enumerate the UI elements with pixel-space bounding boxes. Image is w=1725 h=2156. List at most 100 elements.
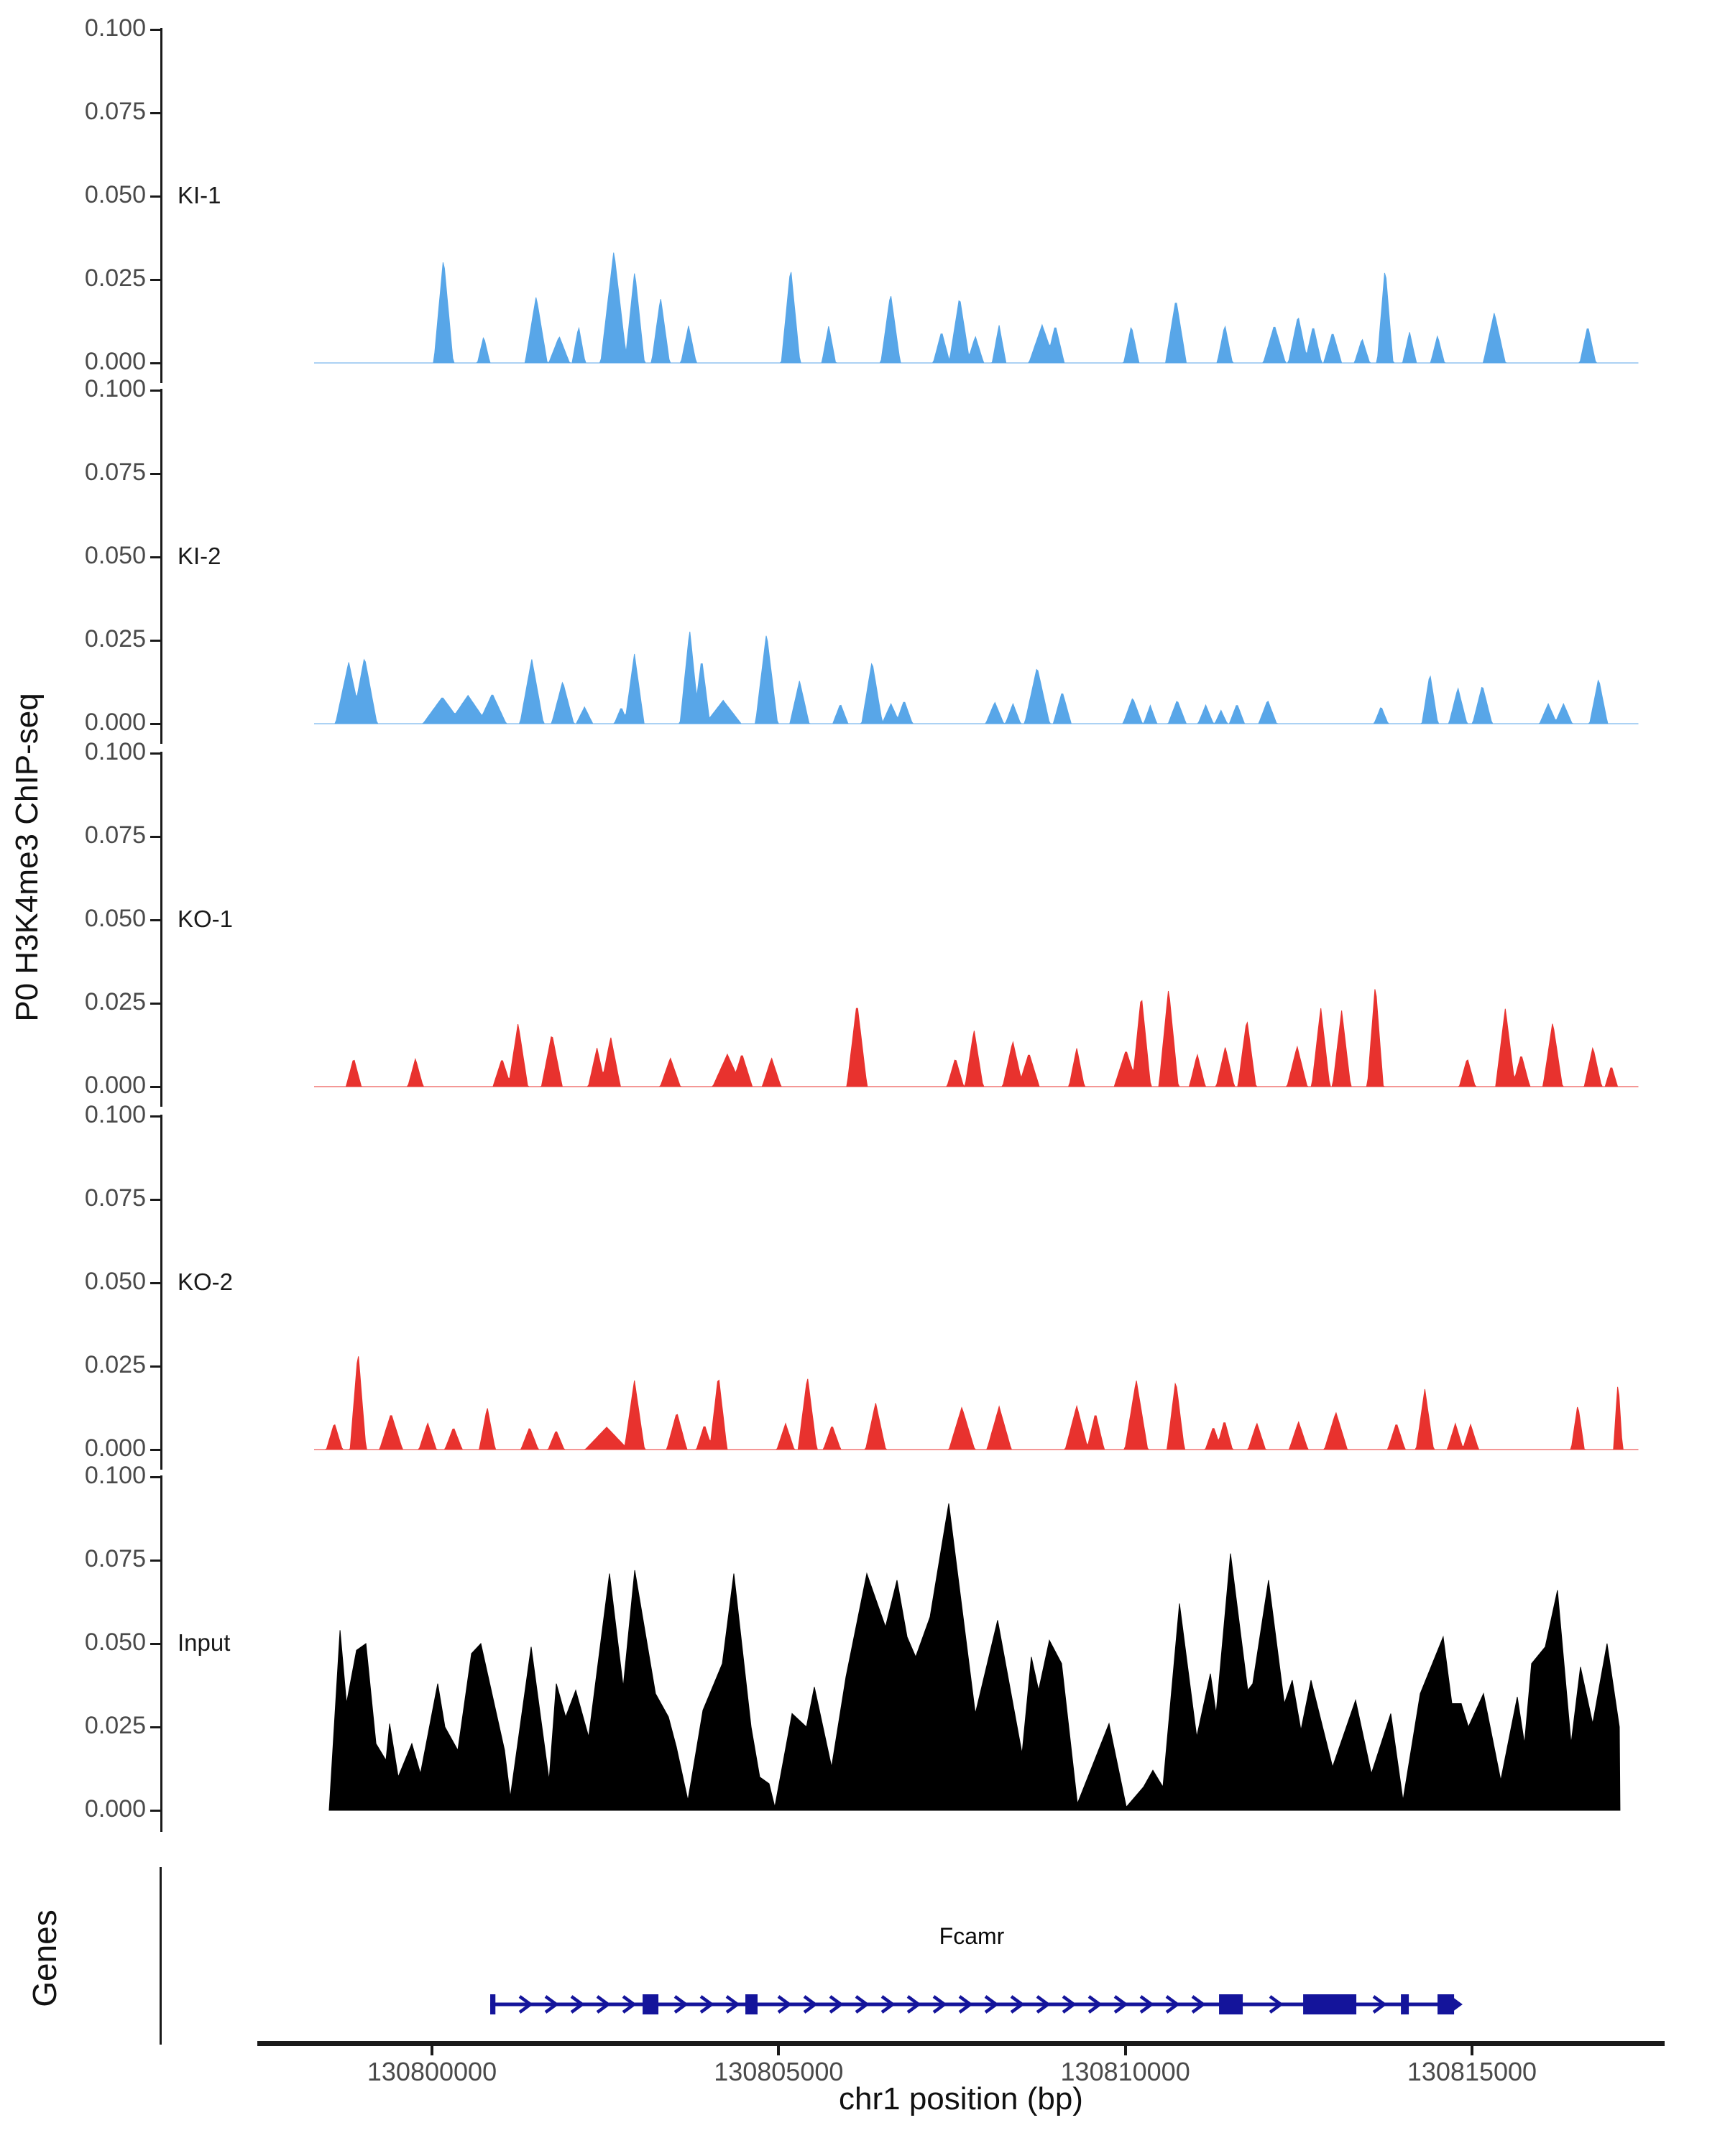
x-tick-label: 130815000 <box>1407 2057 1537 2086</box>
signal-area-KO-1 <box>314 989 1639 1088</box>
y-tick <box>150 111 160 114</box>
track-area-KI-2 <box>314 631 1639 724</box>
y-tick <box>150 722 160 725</box>
y-tick <box>150 1475 160 1478</box>
y-tick <box>150 361 160 364</box>
strand-arrow-icon <box>725 1995 740 2014</box>
y-tick-label: 0.050 <box>84 542 146 569</box>
y-tick <box>150 1809 160 1812</box>
signal-area-KO-2 <box>314 1356 1639 1450</box>
x-tick-label: 130810000 <box>1060 2057 1190 2086</box>
y-tick-label: 0.050 <box>84 905 146 932</box>
y-tick-label: 0.000 <box>84 1072 146 1099</box>
y-tick <box>150 752 160 755</box>
y-tick-label: 0.075 <box>84 821 146 849</box>
track-area-KO-1 <box>314 989 1639 1088</box>
y-tick-label: 0.100 <box>84 1101 146 1128</box>
y-tick <box>150 1559 160 1562</box>
strand-arrow-icon <box>829 1995 844 2014</box>
y-tick <box>150 195 160 198</box>
x-tick <box>431 2046 433 2055</box>
x-tick <box>777 2046 781 2055</box>
y-tick <box>150 278 160 281</box>
y-tick <box>150 389 160 392</box>
strand-arrow-icon <box>1010 1995 1025 2014</box>
y-tick <box>150 1115 160 1118</box>
y-tick-label: 0.100 <box>84 1462 146 1489</box>
strand-arrow-icon <box>777 1995 792 2014</box>
y-tick-label: 0.075 <box>84 1545 146 1572</box>
y-tick-label: 0.000 <box>84 348 146 375</box>
gene-exon-5 <box>1303 1994 1357 2014</box>
y-tick-label: 0.075 <box>84 98 146 125</box>
y-axis-spine-KI-1 <box>160 28 162 383</box>
strand-arrow-icon <box>622 1995 637 2014</box>
y-tick <box>150 1002 160 1005</box>
strand-arrow-icon <box>596 1995 611 2014</box>
strand-arrow-icon <box>1191 1995 1206 2014</box>
x-tick <box>1123 2046 1127 2055</box>
y-tick <box>150 1365 160 1368</box>
y-axis-spine-Input <box>160 1475 162 1832</box>
x-tick-label: 130805000 <box>714 2057 844 2086</box>
y-tick <box>150 556 160 558</box>
y-tick-label: 0.100 <box>84 738 146 765</box>
strand-arrow-icon <box>803 1995 818 2014</box>
gene-exon-6 <box>1401 1994 1409 2014</box>
gene-exon-2 <box>643 1994 659 2014</box>
y-tick <box>150 1085 160 1088</box>
strand-arrow-icon <box>699 1995 714 2014</box>
gene-end-arrow-icon <box>1448 1994 1463 2014</box>
y-tick-label: 0.050 <box>84 1628 146 1656</box>
y-tick-label: 0.050 <box>84 1268 146 1295</box>
y-tick <box>150 1198 160 1201</box>
track-label-KI-2: KI-2 <box>178 543 221 569</box>
y-tick <box>150 1726 160 1728</box>
signal-area-KI-1 <box>314 252 1639 364</box>
signal-area-Input <box>328 1503 1621 1811</box>
track-label-KI-1: KI-1 <box>178 182 221 208</box>
y-tick-label: 0.050 <box>84 181 146 208</box>
strand-arrow-icon <box>673 1995 689 2014</box>
strand-arrow-icon <box>1113 1995 1128 2014</box>
strand-arrow-icon <box>1269 1995 1284 2014</box>
signal-area-KI-2 <box>314 631 1639 724</box>
y-tick <box>150 28 160 31</box>
strand-arrow-icon <box>932 1995 947 2014</box>
y-axis-spine-KI-2 <box>160 389 162 744</box>
gene-model-svg <box>490 1994 1463 2014</box>
y-tick-label: 0.025 <box>84 988 146 1015</box>
x-tick <box>1470 2046 1473 2055</box>
y-tick <box>150 1281 160 1284</box>
y-axis-spine-KO-1 <box>160 752 162 1107</box>
x-axis-title: chr1 position (bp) <box>839 2081 1083 2116</box>
strand-arrow-icon <box>1165 1995 1180 2014</box>
strand-arrow-icon <box>880 1995 896 2014</box>
y-tick <box>150 1448 160 1451</box>
y-tick-label: 0.025 <box>84 1351 146 1378</box>
strand-arrow-icon <box>1062 1995 1077 2014</box>
track-area-KI-1 <box>314 252 1639 364</box>
y-tick-label: 0.100 <box>84 375 146 402</box>
gene-exon-4 <box>1219 1994 1243 2014</box>
strand-arrow-icon <box>518 1995 533 2014</box>
track-label-Input: Input <box>178 1629 231 1656</box>
gene-name-label: Fcamr <box>939 1923 1005 1949</box>
y-tick-label: 0.075 <box>84 1184 146 1212</box>
y-tick-label: 0.025 <box>84 625 146 653</box>
track-label-KO-1: KO-1 <box>178 906 234 932</box>
y-tick-label: 0.000 <box>84 1795 146 1823</box>
x-axis-line <box>257 2041 1665 2046</box>
y-tick <box>150 472 160 475</box>
track-area-KO-2 <box>314 1356 1639 1450</box>
x-tick-label: 130800000 <box>367 2057 497 2086</box>
strand-arrow-icon <box>984 1995 999 2014</box>
y-tick-label: 0.075 <box>84 459 146 486</box>
strand-arrow-icon <box>1087 1995 1103 2014</box>
strand-arrow-icon <box>570 1995 585 2014</box>
gene-exon-1 <box>490 1994 496 2014</box>
track-area-Input <box>328 1503 1621 1811</box>
y-tick-label: 0.025 <box>84 264 146 292</box>
y-tick-label: 0.100 <box>84 14 146 42</box>
